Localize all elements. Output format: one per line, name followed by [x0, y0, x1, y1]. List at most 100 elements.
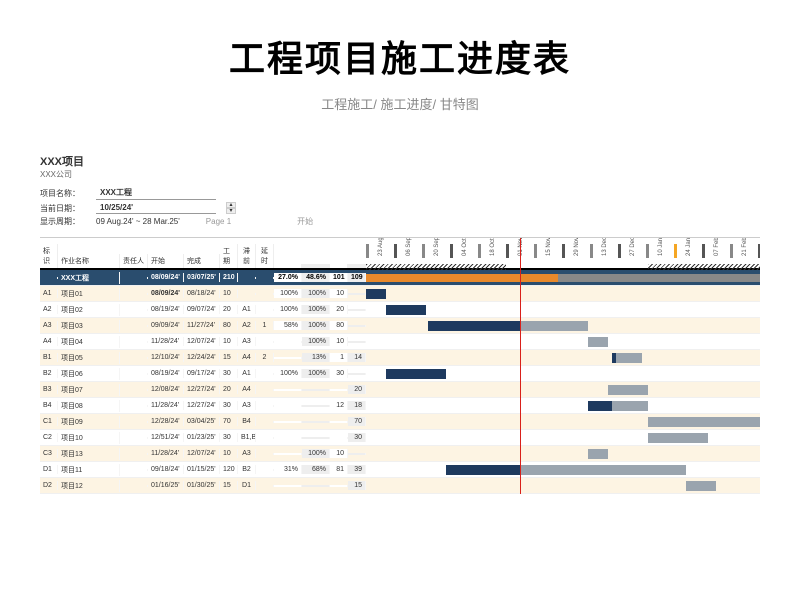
- table-row[interactable]: D1 项目11 09/18/24' 01/15/25' 120 B2 31% 6…: [40, 462, 366, 478]
- gantt-sheet: XXX项目 XXX公司 项目名称： XXX工程 当前日期： 10/25/24' …: [40, 153, 760, 494]
- task-lag: [256, 469, 274, 471]
- col-end: 完成: [184, 254, 220, 268]
- task-dur: 30: [220, 433, 238, 442]
- range-value: 09 Aug.24' ~ 28 Mar.25': [96, 217, 180, 226]
- task-d1: 1: [330, 353, 348, 362]
- table-row[interactable]: A1 项目01 08/09/24' 08/18/24' 10 100% 100%…: [40, 286, 366, 302]
- task-tag: C3: [40, 449, 58, 458]
- project-company: XXX公司: [40, 169, 760, 180]
- gantt-bar-done[interactable]: [366, 289, 386, 299]
- task-d2: 20: [348, 385, 366, 394]
- task-pct2: 100%: [302, 337, 330, 346]
- table-row[interactable]: D2 项目12 01/16/25' 01/30/25' 15 D1 15: [40, 478, 366, 494]
- gantt-bar-done[interactable]: [428, 321, 521, 331]
- table-row[interactable]: B1 项目05 12/10/24' 12/24/24' 15 A4 2 13% …: [40, 350, 366, 366]
- gantt-bar-plan[interactable]: [648, 433, 708, 443]
- start-marker: 开始: [297, 216, 313, 227]
- task-resp: [120, 469, 148, 471]
- table-row[interactable]: A3 项目03 09/09/24' 11/27/24' 80 A2 1 58% …: [40, 318, 366, 334]
- task-end: 11/27/24': [184, 321, 220, 330]
- task-end: 08/18/24': [184, 289, 220, 298]
- gantt-row: [366, 430, 760, 446]
- task-pct1: [274, 357, 302, 359]
- table-row[interactable]: B3 项目07 12/08/24' 12/27/24' 20 A4 20: [40, 382, 366, 398]
- table-row[interactable]: C3 项目13 11/28/24' 12/07/24' 10 A3 100% 1…: [40, 446, 366, 462]
- task-d1: 80: [330, 321, 348, 330]
- table-row[interactable]: C2 项目10 12/51/24' 01/23/25' 30 B1,B3 30: [40, 430, 366, 446]
- table-row[interactable]: B2 项目06 08/19/24' 09/17/24' 30 A1 100% 1…: [40, 366, 366, 382]
- task-pct2: 100%: [302, 289, 330, 298]
- task-tag: C1: [40, 417, 58, 426]
- task-lag: [256, 389, 274, 391]
- task-pct2: [302, 437, 330, 439]
- task-tag: C2: [40, 433, 58, 442]
- task-lag: 2: [256, 353, 274, 362]
- gantt-bar-done[interactable]: [386, 369, 446, 379]
- gantt-bar-plan[interactable]: [686, 481, 716, 491]
- table-row[interactable]: C1 项目09 12/28/24' 03/04/25' 70 B4 70: [40, 414, 366, 430]
- task-d2: [348, 293, 366, 295]
- task-pct2: 100%: [302, 449, 330, 458]
- date-stepper[interactable]: ▴ ▾: [226, 202, 236, 214]
- task-pre: A3: [238, 449, 256, 458]
- task-pre: A4: [238, 353, 256, 362]
- task-dur: 30: [220, 401, 238, 410]
- gantt-bar-plan[interactable]: [588, 337, 608, 347]
- summary-row[interactable]: XXX工程 08/09/24' 03/07/25' 210 27.0% 48.6…: [40, 270, 366, 286]
- task-pre: B2: [238, 465, 256, 474]
- month-label: 13 Dec: [602, 238, 620, 256]
- col-lag: 延时: [256, 244, 274, 268]
- task-pct2: 100%: [302, 305, 330, 314]
- summary-end: 03/07/25': [184, 273, 220, 282]
- table-row[interactable]: A2 项目02 08/19/24' 09/07/24' 20 A1 100% 1…: [40, 302, 366, 318]
- col-d2: [348, 264, 366, 268]
- today-line: [520, 238, 521, 494]
- date-value[interactable]: 10/25/24': [96, 202, 216, 214]
- task-start: 01/16/25': [148, 481, 184, 490]
- step-down-icon[interactable]: ▾: [226, 208, 236, 214]
- task-resp: [120, 373, 148, 375]
- task-start: 12/10/24': [148, 353, 184, 362]
- gantt-bar-plan[interactable]: [648, 417, 760, 427]
- col-pct1: [274, 264, 302, 268]
- task-pct1: [274, 437, 302, 439]
- task-resp: [120, 437, 148, 439]
- gantt-row: [366, 334, 760, 350]
- gantt-bar-plan[interactable]: [588, 449, 608, 459]
- task-pct1: 58%: [274, 321, 302, 330]
- task-pre: A4: [238, 385, 256, 394]
- task-pct1: [274, 453, 302, 455]
- task-pct1: [274, 389, 302, 391]
- gantt-bar-done[interactable]: [386, 305, 426, 315]
- task-d1: 10: [330, 337, 348, 346]
- gantt-row: [366, 318, 760, 334]
- gantt-bar-done[interactable]: [446, 465, 520, 475]
- task-dur: 20: [220, 385, 238, 394]
- task-d1: [330, 485, 348, 487]
- task-pct2: [302, 389, 330, 391]
- task-resp: [120, 293, 148, 295]
- gantt-bar-plan[interactable]: [608, 385, 648, 395]
- range-label: 显示周期：: [40, 216, 90, 227]
- task-tag: B3: [40, 385, 58, 394]
- col-tag: 标识: [40, 244, 58, 268]
- task-pre: A3: [238, 401, 256, 410]
- month-label: 07 Feb: [714, 238, 732, 256]
- gantt-chart[interactable]: 09 Aug.24' 23 Aug 06 Sep 20 Sep 04 Oct 1…: [366, 238, 760, 494]
- gantt-bar-done[interactable]: [612, 353, 616, 363]
- table-row[interactable]: A4 项目04 11/28/24' 12/07/24' 10 A3 100% 1…: [40, 334, 366, 350]
- task-tag: D1: [40, 465, 58, 474]
- task-lag: [256, 373, 274, 375]
- table-header-row: 标识 作业名称 责任人 开始 完成 工期 滞前 延时: [40, 238, 366, 270]
- task-pct1: [274, 421, 302, 423]
- task-pct1: [274, 341, 302, 343]
- col-dur: 工期: [220, 244, 238, 268]
- task-dur: 10: [220, 289, 238, 298]
- task-name: 项目06: [58, 368, 120, 380]
- gantt-bar-done[interactable]: [588, 401, 612, 411]
- table-row[interactable]: B4 项目08 11/28/24' 12/27/24' 30 A3 12 18: [40, 398, 366, 414]
- name-value[interactable]: XXX工程: [96, 186, 216, 200]
- task-pct2: [302, 421, 330, 423]
- gantt-bar-plan[interactable]: [612, 353, 642, 363]
- col-name: 作业名称: [58, 254, 120, 268]
